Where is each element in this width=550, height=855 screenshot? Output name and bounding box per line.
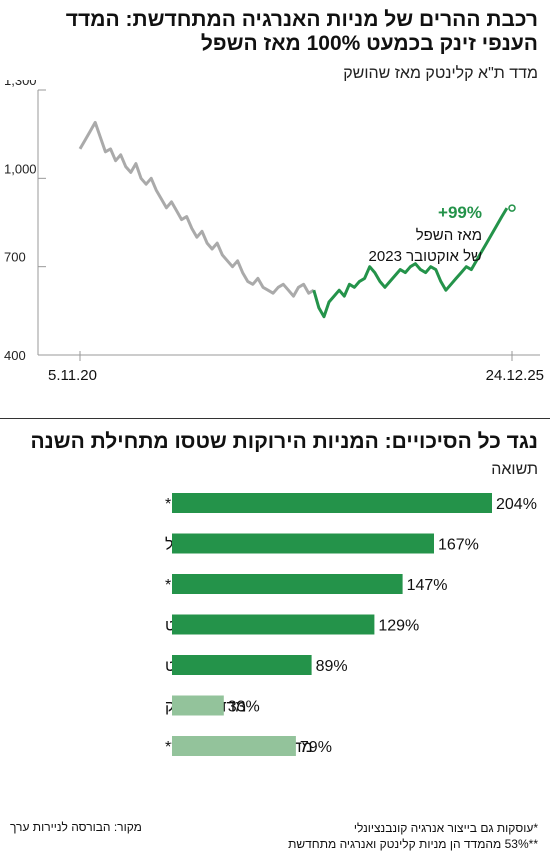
bar-value-label: 204%	[496, 496, 537, 513]
bar-chart-title: נגד כל הסיכויים: המניות הירוקות שטסו מתח…	[30, 430, 538, 453]
bar-chart: משק אנרגיה*204%דוראל167%או.פי.סי*147%אנל…	[165, 493, 537, 756]
bar	[172, 533, 434, 554]
line-chart-title: רכבת ההרים של מניות האנרגיה המתחדשת: המד…	[65, 8, 538, 55]
bar	[172, 736, 296, 756]
bar-value-label: 89%	[316, 658, 348, 675]
bar	[172, 655, 312, 675]
bar-value-label: 79%	[300, 739, 332, 756]
bar	[172, 614, 375, 635]
bar	[172, 695, 224, 716]
bar-value-label: 147%	[407, 577, 448, 594]
bar	[172, 493, 492, 513]
x-tick-label: 5.11.20	[48, 367, 97, 384]
annotation-line-1: מאז השפל	[416, 227, 482, 244]
series-line-before-low	[78, 120, 315, 298]
line-chart-subtitle: מדד ת"א קלינטק מאז שהושק	[343, 65, 538, 82]
annotation-value: +99%	[438, 203, 482, 222]
y-tick-label: 700	[4, 250, 26, 265]
x-tick-label: 24.12.25	[486, 367, 544, 384]
end-point-marker	[508, 204, 516, 212]
footnote-1: *עוסקות גם בייצור אנרגיה קונבנציונלי	[353, 821, 538, 835]
source-note: מקור: הבורסה לניירות ערך	[10, 820, 142, 834]
bar-chart-subtitle: תשואה	[491, 461, 538, 478]
bar-value-label: 129%	[378, 618, 419, 635]
footnote-2: **53% מהמדד הן מניות קלינטק ואנרגיה מתחד…	[288, 837, 538, 851]
annotation-line-2: של אוקטובר 2023	[369, 248, 482, 265]
y-tick-label: 1,300	[4, 80, 37, 88]
bar	[172, 574, 403, 594]
y-tick-label: 1,000	[4, 161, 37, 176]
bar-value-label: 167%	[438, 537, 479, 554]
y-tick-label: 400	[4, 348, 26, 363]
bar-value-label: 33%	[228, 699, 260, 716]
section-divider	[0, 418, 550, 419]
footnotes: *עוסקות גם בייצור אנרגיה קונבנציונלי **5…	[288, 820, 538, 852]
series-line-after-low	[312, 207, 509, 319]
line-chart: 400 700 1,000 1,300 5.11.20 24.12.25 +99% מאז ה…	[4, 80, 544, 384]
